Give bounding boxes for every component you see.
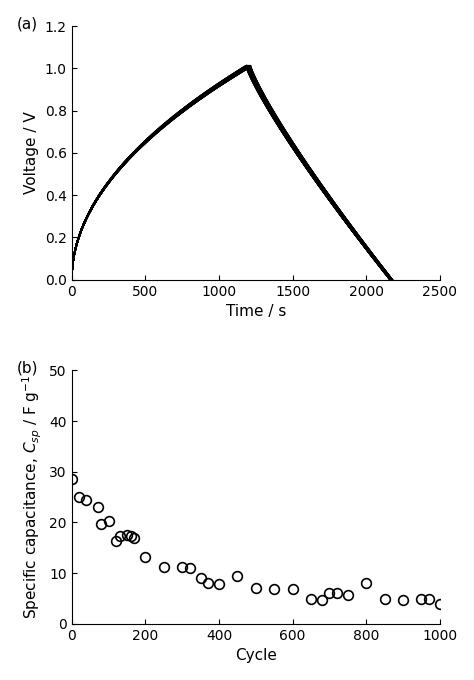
Text: (a): (a): [17, 16, 38, 31]
X-axis label: Time / s: Time / s: [226, 304, 286, 319]
X-axis label: Cycle: Cycle: [235, 648, 277, 663]
Y-axis label: Specific capacitance, $C_{sp}$ / F g$^{-1}$: Specific capacitance, $C_{sp}$ / F g$^{-…: [20, 375, 44, 619]
Text: (b): (b): [17, 360, 38, 375]
Y-axis label: Voltage / V: Voltage / V: [24, 112, 39, 194]
